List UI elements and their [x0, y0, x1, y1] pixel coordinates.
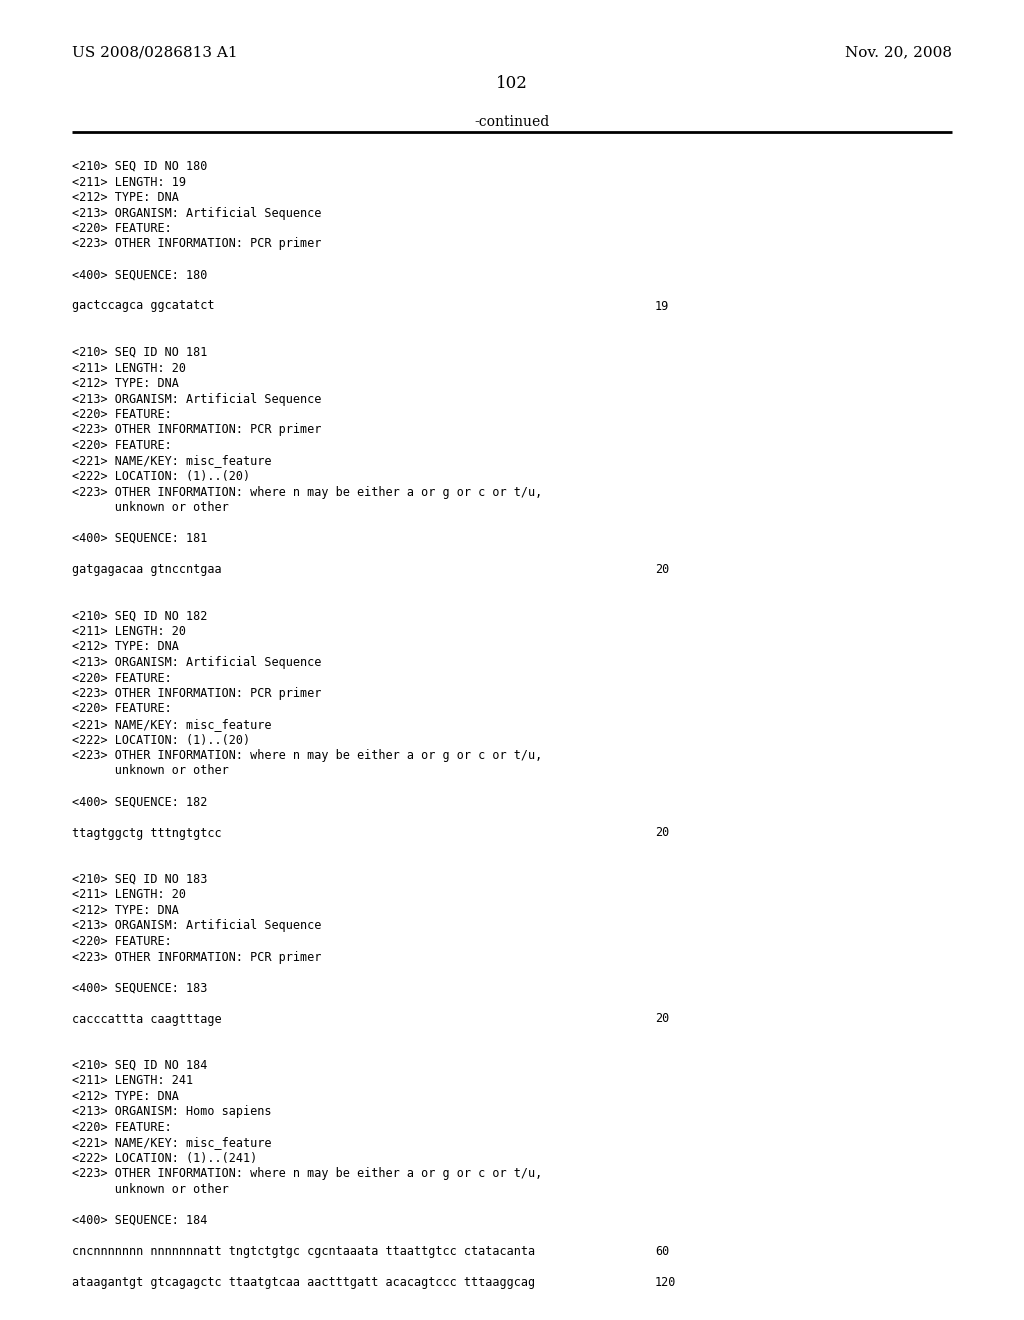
- Text: <210> SEQ ID NO 180: <210> SEQ ID NO 180: [72, 160, 208, 173]
- Text: <210> SEQ ID NO 183: <210> SEQ ID NO 183: [72, 873, 208, 886]
- Text: <213> ORGANISM: Artificial Sequence: <213> ORGANISM: Artificial Sequence: [72, 920, 322, 932]
- Text: gactccagca ggcatatct: gactccagca ggcatatct: [72, 300, 214, 313]
- Text: 102: 102: [496, 75, 528, 92]
- Text: unknown or other: unknown or other: [72, 764, 228, 777]
- Text: <211> LENGTH: 241: <211> LENGTH: 241: [72, 1074, 194, 1088]
- Text: 20: 20: [655, 564, 670, 576]
- Text: <220> FEATURE:: <220> FEATURE:: [72, 702, 172, 715]
- Text: <220> FEATURE:: <220> FEATURE:: [72, 935, 172, 948]
- Text: -continued: -continued: [474, 115, 550, 129]
- Text: <220> FEATURE:: <220> FEATURE:: [72, 222, 172, 235]
- Text: <210> SEQ ID NO 182: <210> SEQ ID NO 182: [72, 610, 208, 623]
- Text: <400> SEQUENCE: 181: <400> SEQUENCE: 181: [72, 532, 208, 545]
- Text: <212> TYPE: DNA: <212> TYPE: DNA: [72, 378, 179, 389]
- Text: <221> NAME/KEY: misc_feature: <221> NAME/KEY: misc_feature: [72, 718, 271, 731]
- Text: gatgagacaa gtnccntgaa: gatgagacaa gtnccntgaa: [72, 564, 221, 576]
- Text: <222> LOCATION: (1)..(241): <222> LOCATION: (1)..(241): [72, 1152, 257, 1166]
- Text: <211> LENGTH: 20: <211> LENGTH: 20: [72, 624, 186, 638]
- Text: <212> TYPE: DNA: <212> TYPE: DNA: [72, 904, 179, 917]
- Text: <213> ORGANISM: Artificial Sequence: <213> ORGANISM: Artificial Sequence: [72, 656, 322, 669]
- Text: 20: 20: [655, 1012, 670, 1026]
- Text: <400> SEQUENCE: 180: <400> SEQUENCE: 180: [72, 268, 208, 281]
- Text: ataagantgt gtcagagctc ttaatgtcaa aactttgatt acacagtccc tttaaggcag: ataagantgt gtcagagctc ttaatgtcaa aactttg…: [72, 1276, 536, 1290]
- Text: <211> LENGTH: 20: <211> LENGTH: 20: [72, 362, 186, 375]
- Text: <220> FEATURE:: <220> FEATURE:: [72, 1121, 172, 1134]
- Text: <212> TYPE: DNA: <212> TYPE: DNA: [72, 191, 179, 205]
- Text: cncnnnnnnn nnnnnnnatt tngtctgtgc cgcntaaata ttaattgtcc ctatacanta: cncnnnnnnn nnnnnnnatt tngtctgtgc cgcntaa…: [72, 1245, 536, 1258]
- Text: <400> SEQUENCE: 184: <400> SEQUENCE: 184: [72, 1214, 208, 1228]
- Text: <213> ORGANISM: Homo sapiens: <213> ORGANISM: Homo sapiens: [72, 1106, 271, 1118]
- Text: <212> TYPE: DNA: <212> TYPE: DNA: [72, 640, 179, 653]
- Text: <211> LENGTH: 20: <211> LENGTH: 20: [72, 888, 186, 902]
- Text: <222> LOCATION: (1)..(20): <222> LOCATION: (1)..(20): [72, 734, 250, 747]
- Text: 19: 19: [655, 300, 670, 313]
- Text: <212> TYPE: DNA: <212> TYPE: DNA: [72, 1090, 179, 1104]
- Text: <223> OTHER INFORMATION: PCR primer: <223> OTHER INFORMATION: PCR primer: [72, 686, 322, 700]
- Text: <400> SEQUENCE: 183: <400> SEQUENCE: 183: [72, 982, 208, 994]
- Text: 60: 60: [655, 1245, 670, 1258]
- Text: <210> SEQ ID NO 181: <210> SEQ ID NO 181: [72, 346, 208, 359]
- Text: unknown or other: unknown or other: [72, 1183, 228, 1196]
- Text: <400> SEQUENCE: 182: <400> SEQUENCE: 182: [72, 796, 208, 808]
- Text: cacccattta caagtttage: cacccattta caagtttage: [72, 1012, 221, 1026]
- Text: 120: 120: [655, 1276, 677, 1290]
- Text: <220> FEATURE:: <220> FEATURE:: [72, 440, 172, 451]
- Text: <213> ORGANISM: Artificial Sequence: <213> ORGANISM: Artificial Sequence: [72, 392, 322, 405]
- Text: <223> OTHER INFORMATION: where n may be either a or g or c or t/u,: <223> OTHER INFORMATION: where n may be …: [72, 748, 543, 762]
- Text: ttagtggctg tttngtgtcc: ttagtggctg tttngtgtcc: [72, 826, 221, 840]
- Text: <220> FEATURE:: <220> FEATURE:: [72, 672, 172, 685]
- Text: <220> FEATURE:: <220> FEATURE:: [72, 408, 172, 421]
- Text: <211> LENGTH: 19: <211> LENGTH: 19: [72, 176, 186, 189]
- Text: <213> ORGANISM: Artificial Sequence: <213> ORGANISM: Artificial Sequence: [72, 206, 322, 219]
- Text: Nov. 20, 2008: Nov. 20, 2008: [846, 45, 952, 59]
- Text: <223> OTHER INFORMATION: where n may be either a or g or c or t/u,: <223> OTHER INFORMATION: where n may be …: [72, 486, 543, 499]
- Text: <223> OTHER INFORMATION: PCR primer: <223> OTHER INFORMATION: PCR primer: [72, 424, 322, 437]
- Text: <221> NAME/KEY: misc_feature: <221> NAME/KEY: misc_feature: [72, 454, 271, 467]
- Text: <210> SEQ ID NO 184: <210> SEQ ID NO 184: [72, 1059, 208, 1072]
- Text: <221> NAME/KEY: misc_feature: <221> NAME/KEY: misc_feature: [72, 1137, 271, 1150]
- Text: unknown or other: unknown or other: [72, 502, 228, 513]
- Text: <223> OTHER INFORMATION: where n may be either a or g or c or t/u,: <223> OTHER INFORMATION: where n may be …: [72, 1167, 543, 1180]
- Text: <223> OTHER INFORMATION: PCR primer: <223> OTHER INFORMATION: PCR primer: [72, 238, 322, 251]
- Text: 20: 20: [655, 826, 670, 840]
- Text: <222> LOCATION: (1)..(20): <222> LOCATION: (1)..(20): [72, 470, 250, 483]
- Text: <223> OTHER INFORMATION: PCR primer: <223> OTHER INFORMATION: PCR primer: [72, 950, 322, 964]
- Text: US 2008/0286813 A1: US 2008/0286813 A1: [72, 45, 238, 59]
